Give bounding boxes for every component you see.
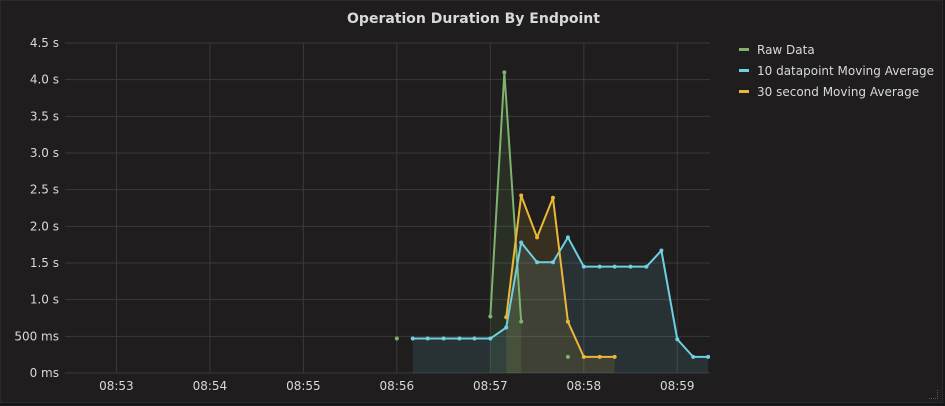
y-tick-label: 1.0 s: [30, 293, 59, 307]
data-point-30-second-moving-average: [504, 315, 509, 320]
y-tick-label: 4.5 s: [30, 36, 59, 50]
data-point-10-datapoint-moving-average: [597, 264, 602, 269]
data-point-10-datapoint-moving-average: [581, 264, 586, 269]
data-point-10-datapoint-moving-average: [535, 260, 540, 265]
y-tick-label: 4.0 s: [30, 73, 59, 87]
y-tick-label: 3.0 s: [30, 146, 59, 160]
legend-item-raw-data[interactable]: Raw Data: [739, 39, 934, 60]
data-point-raw-data: [519, 319, 524, 324]
data-point-10-datapoint-moving-average: [644, 264, 649, 269]
series-line-30-second-moving-average: [505, 194, 615, 358]
data-point-10-datapoint-moving-average: [659, 248, 664, 253]
data-point-10-datapoint-moving-average: [691, 354, 696, 359]
legend-item-30-second-moving-average[interactable]: 30 second Moving Average: [739, 81, 934, 102]
x-tick-label: 08:57: [473, 379, 508, 393]
data-point-raw-data: [394, 336, 399, 341]
legend-label-raw-data: Raw Data: [757, 42, 815, 57]
data-point-10-datapoint-moving-average: [504, 325, 509, 330]
legend-swatch-10-datapoint-moving-average: [739, 69, 749, 72]
y-tick-label: 2.0 s: [30, 219, 59, 233]
legend-item-10-datapoint-moving-average[interactable]: 10 datapoint Moving Average: [739, 60, 934, 81]
data-point-10-datapoint-moving-average: [410, 336, 415, 341]
legend: Raw Data 10 datapoint Moving Average 30 …: [739, 39, 934, 102]
panel-resize-handle[interactable]: [929, 390, 938, 399]
data-point-30-second-moving-average: [597, 354, 602, 359]
data-point-raw-data: [502, 70, 507, 75]
y-tick-label: 1.5 s: [30, 256, 59, 270]
x-tick-label: 08:58: [567, 379, 602, 393]
y-tick-label: 2.5 s: [30, 183, 59, 197]
data-point-30-second-moving-average: [565, 319, 570, 324]
legend-swatch-30-second-moving-average: [739, 90, 749, 93]
data-point-10-datapoint-moving-average: [565, 235, 570, 240]
data-point-10-datapoint-moving-average: [519, 240, 524, 245]
data-point-30-second-moving-average: [550, 195, 555, 200]
data-point-10-datapoint-moving-average: [706, 354, 711, 359]
y-tick-label: 3.5 s: [30, 109, 59, 123]
x-tick-label: 08:55: [286, 379, 321, 393]
y-tick-label: 500 ms: [14, 329, 59, 343]
series-area-30-second-moving-average: [506, 195, 615, 373]
series-line-10-datapoint-moving-average: [412, 236, 709, 358]
x-tick-label: 08:59: [660, 379, 695, 393]
data-point-30-second-moving-average: [612, 354, 617, 359]
data-point-10-datapoint-moving-average: [675, 337, 680, 342]
legend-label-10-datapoint-moving-average: 10 datapoint Moving Average: [757, 63, 934, 78]
data-point-raw-data: [565, 354, 570, 359]
data-point-10-datapoint-moving-average: [488, 336, 493, 341]
data-point-30-second-moving-average: [519, 193, 524, 198]
data-point-30-second-moving-average: [535, 235, 540, 240]
x-tick-label: 08:53: [99, 379, 134, 393]
data-point-30-second-moving-average: [581, 354, 586, 359]
series-area-raw-data: [490, 72, 522, 373]
legend-swatch-raw-data: [739, 48, 749, 51]
data-point-10-datapoint-moving-average: [612, 264, 617, 269]
x-tick-label: 08:56: [380, 379, 415, 393]
data-point-raw-data: [488, 314, 493, 319]
chart-title[interactable]: Operation Duration By Endpoint: [347, 11, 600, 27]
data-point-10-datapoint-moving-average: [457, 336, 462, 341]
data-point-10-datapoint-moving-average: [550, 260, 555, 265]
data-point-10-datapoint-moving-average: [441, 336, 446, 341]
data-point-10-datapoint-moving-average: [628, 264, 633, 269]
data-point-10-datapoint-moving-average: [472, 336, 477, 341]
data-point-10-datapoint-moving-average: [425, 336, 430, 341]
legend-label-30-second-moving-average: 30 second Moving Average: [757, 84, 920, 99]
x-tick-label: 08:54: [193, 379, 228, 393]
y-tick-label: 0 ms: [30, 366, 59, 380]
